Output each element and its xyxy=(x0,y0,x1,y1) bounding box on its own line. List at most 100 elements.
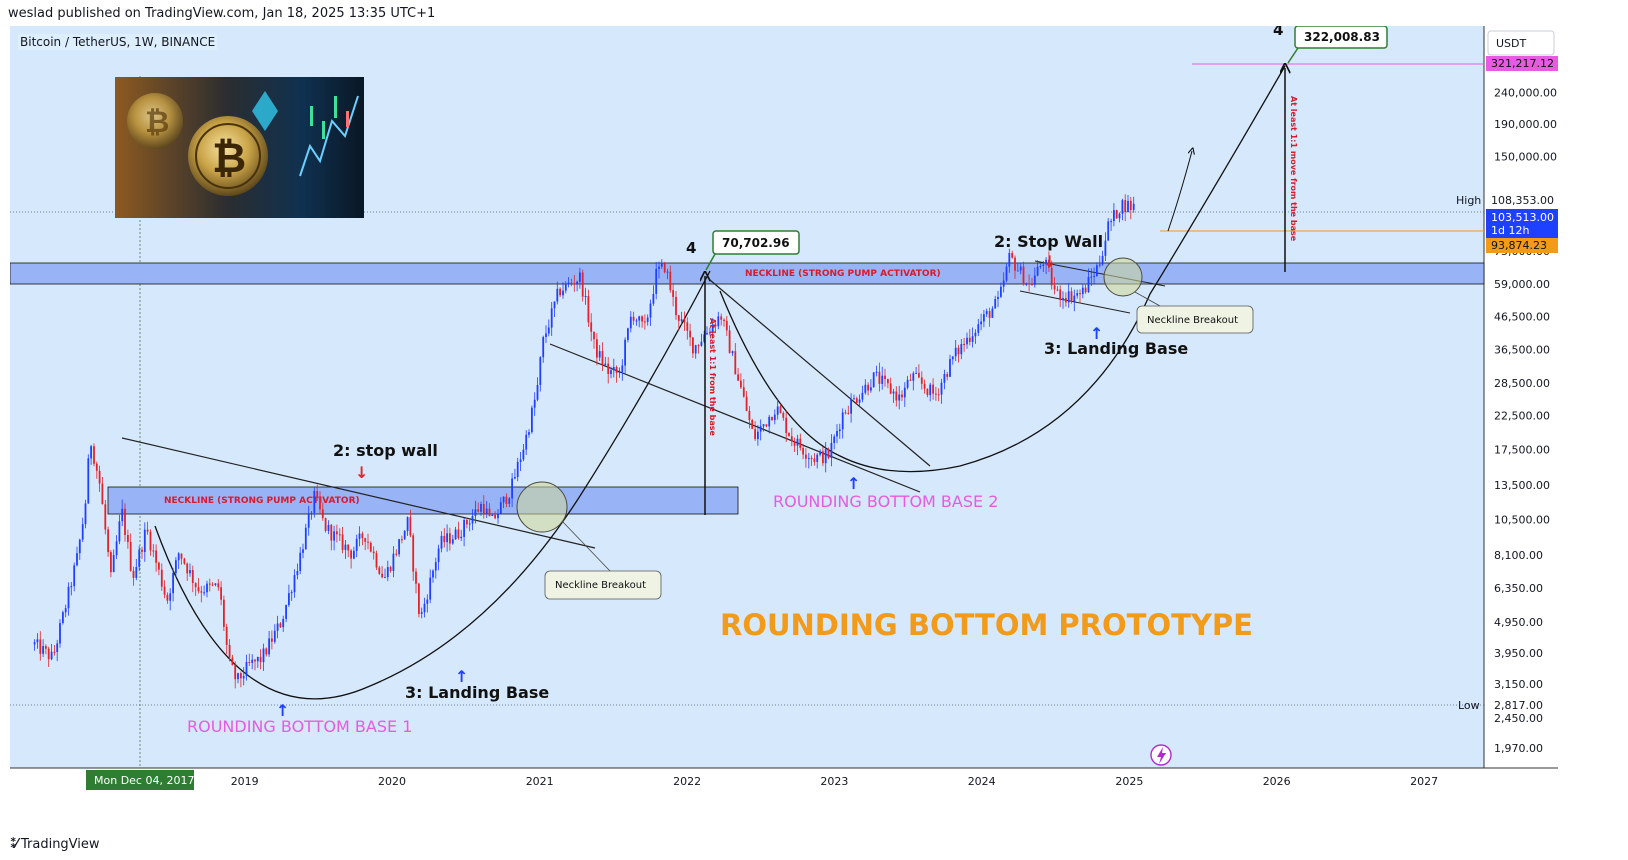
candle-body xyxy=(1048,259,1050,268)
candle-body xyxy=(658,266,660,269)
published-line: weslad published on TradingView.com, Jan… xyxy=(8,6,436,21)
candle-body xyxy=(45,646,47,649)
neckline-label-lower: NECKLINE (STRONG PUMP ACTIVATOR) xyxy=(164,496,360,506)
candle-body xyxy=(141,549,143,552)
candle-body xyxy=(409,517,412,536)
candle-body xyxy=(50,651,53,660)
candle-body xyxy=(819,451,821,455)
wave-4-label-1: 4 xyxy=(686,239,696,257)
candle-body xyxy=(324,518,327,531)
candle-body xyxy=(884,375,886,380)
x-tick-label: 2022 xyxy=(673,775,701,788)
candle-body xyxy=(872,372,875,388)
candle-body xyxy=(909,379,912,381)
candle-body xyxy=(805,454,807,459)
candle-body xyxy=(412,535,415,572)
target-callout: 322,008.83 xyxy=(1287,26,1388,64)
footer-brand[interactable]: TradingView xyxy=(20,836,100,852)
candle-body xyxy=(511,478,513,499)
candle-body xyxy=(135,567,138,578)
tradingview-logo-icon[interactable]: ⁑⁄ xyxy=(10,836,18,852)
candle-body xyxy=(1132,203,1135,210)
low-axis-tag: Low xyxy=(1458,699,1480,712)
candle-body xyxy=(101,483,104,505)
candle-body xyxy=(152,550,155,552)
candle-body xyxy=(579,272,581,282)
candle-body xyxy=(1070,291,1073,302)
candle-body xyxy=(1022,266,1025,285)
candle-body xyxy=(1033,275,1036,285)
currency-button[interactable] xyxy=(1487,30,1555,56)
candle-body xyxy=(259,656,262,663)
symbol-title[interactable]: Bitcoin / TetherUS, 1W, BINANCE xyxy=(18,34,218,50)
candle-body xyxy=(268,638,270,655)
candle-body xyxy=(847,412,850,414)
lightning-icon[interactable] xyxy=(1150,744,1172,766)
candle-body xyxy=(1113,210,1115,222)
candle-body xyxy=(254,659,256,662)
candle-body xyxy=(531,407,533,433)
candle-body xyxy=(59,623,61,644)
candle-body xyxy=(392,553,395,571)
candle-body xyxy=(1093,275,1095,277)
price-axis[interactable] xyxy=(1484,26,1558,768)
candle-body xyxy=(189,570,191,574)
candle-body xyxy=(466,520,468,525)
candle-body xyxy=(180,553,183,559)
candle-body xyxy=(977,324,980,333)
flag-upper-line xyxy=(1034,260,1166,287)
svg-text:₿: ₿ xyxy=(212,133,246,182)
y-tick-label: 13,500.00 xyxy=(1494,479,1550,492)
candle-body xyxy=(926,388,929,396)
candle-body xyxy=(367,541,369,543)
candle-body xyxy=(547,327,550,334)
candle-body xyxy=(1025,283,1028,285)
chart-canvas[interactable]: NECKLINE (STRONG PUMP ACTIVATOR) NECKLIN… xyxy=(10,26,1618,832)
candle-body xyxy=(723,319,725,321)
x-tick-label: 2019 xyxy=(231,775,259,788)
candle-body xyxy=(991,308,994,318)
candle-body xyxy=(1129,200,1132,210)
bitcoin-tether-thumbnail: ₿ ₿ xyxy=(115,77,364,218)
candle-body xyxy=(960,344,963,355)
x-tick-label: 2026 xyxy=(1263,775,1291,788)
candle-body xyxy=(47,648,50,660)
candle-body xyxy=(81,524,84,540)
candle-body xyxy=(84,503,87,525)
candle-body xyxy=(223,599,225,627)
candle-body xyxy=(519,459,522,462)
y-tick-label: 8,100.00 xyxy=(1494,549,1543,562)
candle-body xyxy=(748,410,751,420)
candle-body xyxy=(522,449,525,460)
candle-body xyxy=(248,662,251,663)
candle-body xyxy=(997,296,999,299)
currency-label[interactable]: USDT xyxy=(1496,37,1527,50)
candle-body xyxy=(562,290,564,296)
candle-body xyxy=(73,565,76,587)
candle-body xyxy=(206,583,208,593)
candle-body xyxy=(878,371,881,384)
candle-body xyxy=(689,330,691,338)
candle-body xyxy=(1028,283,1030,285)
candle-body xyxy=(663,262,666,273)
candle-body xyxy=(1000,286,1002,297)
candle-body xyxy=(234,665,237,680)
candle-body xyxy=(725,320,728,331)
time-axis[interactable] xyxy=(10,768,1558,794)
candle-body xyxy=(378,567,381,574)
previous-price-value: 93,874.23 xyxy=(1491,239,1547,252)
candle-body xyxy=(816,454,819,462)
y-tick-label: 3,950.00 xyxy=(1494,647,1543,660)
candle-body xyxy=(644,321,646,323)
candle-body xyxy=(833,436,836,443)
candle-body xyxy=(1036,266,1039,276)
candle-body xyxy=(175,560,177,574)
candle-body xyxy=(1073,295,1076,302)
candle-body xyxy=(1096,265,1098,276)
candle-body xyxy=(677,315,680,321)
candle-body xyxy=(785,417,788,433)
candle-body xyxy=(220,587,222,600)
candle-body xyxy=(728,330,731,354)
candle-body xyxy=(468,523,471,525)
candle-body xyxy=(39,639,42,654)
